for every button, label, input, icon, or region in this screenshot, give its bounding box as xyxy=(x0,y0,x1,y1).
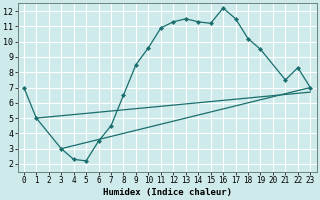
X-axis label: Humidex (Indice chaleur): Humidex (Indice chaleur) xyxy=(103,188,232,197)
